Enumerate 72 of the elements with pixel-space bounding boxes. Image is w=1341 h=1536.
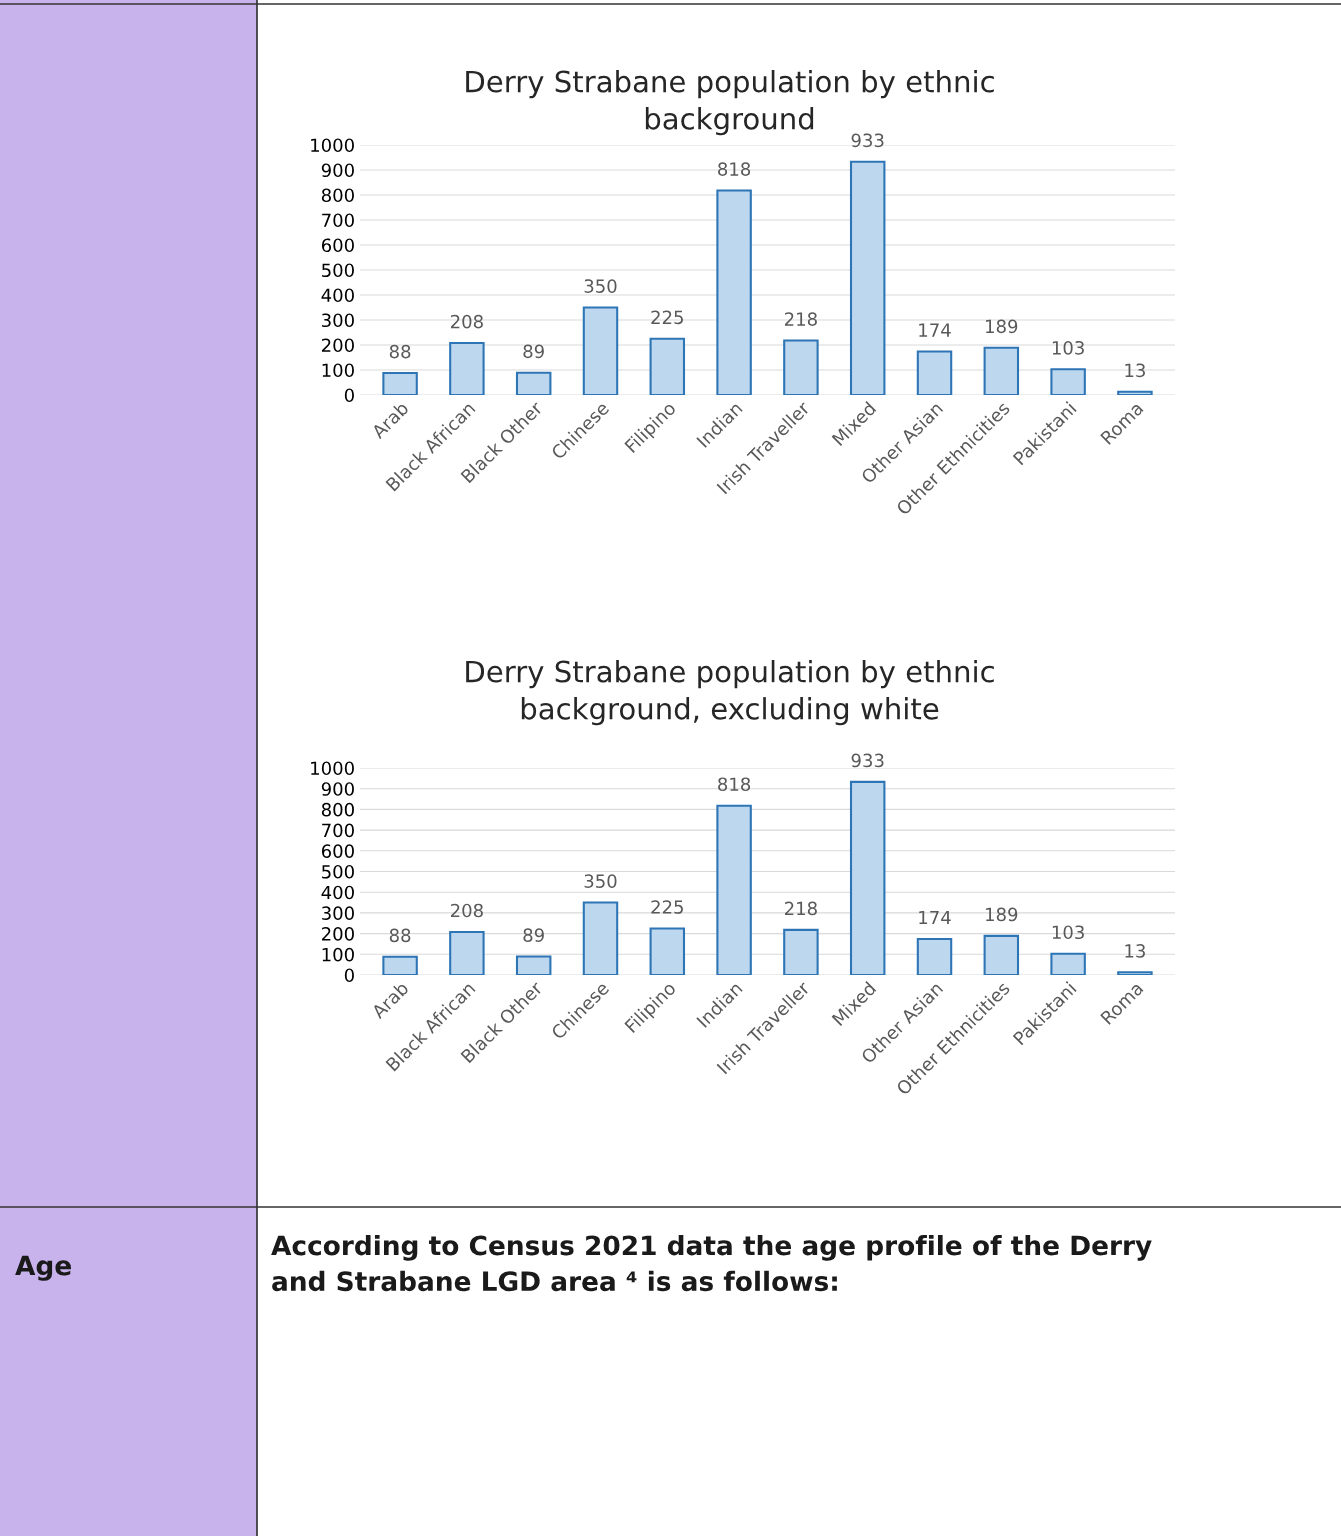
data-label: 89 — [523, 928, 544, 942]
y-tick-label: 700 — [322, 213, 354, 228]
data-label: 350 — [584, 279, 617, 293]
bar — [582, 306, 619, 395]
bar — [1117, 971, 1153, 975]
bar — [916, 350, 953, 395]
bar — [983, 346, 1020, 395]
y-tick-label: 800 — [321, 802, 354, 817]
y-tick-label: 900 — [321, 163, 354, 178]
data-label: 225 — [651, 900, 683, 914]
y-tick-label: 200 — [322, 927, 354, 941]
y-tick-label: 600 — [321, 844, 354, 858]
data-label: 818 — [718, 162, 751, 176]
bar — [716, 189, 752, 395]
y-tick-label: 100 — [322, 363, 354, 378]
bar — [1050, 368, 1086, 395]
data-label: 818 — [718, 777, 751, 792]
chart-title: Derry Strabane population by ethnic background, excluding white — [466, 660, 994, 726]
data-label: 88 — [389, 928, 411, 943]
y-tick-label: 600 — [321, 238, 354, 253]
data-label: 103 — [1052, 340, 1084, 355]
y-tick-label: 0 — [344, 968, 354, 983]
y-tick-label: 100 — [322, 947, 354, 962]
text: Age — [15, 1255, 71, 1281]
bar — [449, 341, 485, 395]
bar — [783, 339, 819, 395]
y-tick-label: 1000 — [311, 138, 354, 153]
data-label: 89 — [523, 344, 544, 359]
bar — [515, 371, 552, 395]
data-label: 218 — [784, 312, 817, 326]
bar — [382, 955, 418, 975]
y-tick-label: 0 — [344, 388, 354, 403]
y-tick-label: 1000 — [311, 761, 354, 776]
bar — [449, 930, 485, 975]
data-label: 13 — [1125, 363, 1145, 378]
y-tick-label: 200 — [322, 338, 354, 353]
data-label: 208 — [450, 903, 483, 918]
y-tick-label: 500 — [322, 263, 354, 278]
data-label: 225 — [651, 310, 683, 325]
bar — [1117, 390, 1153, 395]
y-tick-label: 800 — [321, 188, 354, 203]
bar — [1050, 952, 1086, 975]
bar — [515, 955, 552, 975]
data-label: 933 — [851, 753, 884, 768]
bar — [983, 934, 1020, 975]
data-label: 174 — [919, 910, 951, 925]
y-tick-label: 300 — [322, 906, 354, 921]
bar — [849, 780, 886, 975]
data-label: 350 — [584, 874, 617, 888]
bar — [382, 371, 418, 395]
y-tick-label: 700 — [322, 823, 354, 838]
data-label: 13 — [1125, 944, 1145, 958]
data-label: 189 — [986, 319, 1018, 334]
bar — [649, 337, 686, 395]
bar — [582, 901, 619, 975]
y-tick-label: 400 — [321, 288, 354, 303]
bar — [783, 928, 819, 975]
data-label: 174 — [919, 323, 951, 337]
y-tick-label: 900 — [321, 782, 354, 796]
data-label: 218 — [784, 901, 817, 916]
y-tick-label: 500 — [322, 864, 354, 879]
bar — [716, 804, 752, 975]
bar — [849, 160, 886, 395]
y-tick-label: 300 — [322, 313, 354, 328]
data-label: 189 — [986, 907, 1018, 922]
text: According to Census 2021 data the age profile of the Derry and Strabane LGD area ⁴ is as follows: — [271, 1235, 1152, 1292]
bar — [916, 937, 953, 975]
y-tick-label: 400 — [321, 885, 354, 900]
bar — [649, 927, 686, 975]
data-label: 88 — [389, 344, 411, 359]
data-label: 103 — [1052, 925, 1084, 940]
data-label: 208 — [450, 314, 483, 329]
